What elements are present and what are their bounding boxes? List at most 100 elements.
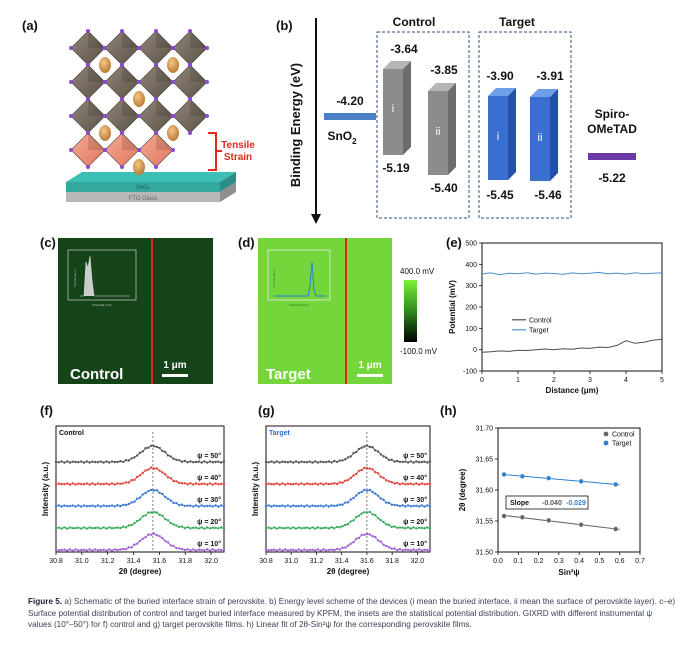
bar-target-ii-name: ii — [538, 132, 543, 144]
y-tick-label: 31.55 — [475, 519, 493, 526]
xrd-point — [281, 460, 284, 463]
xrd-point — [344, 479, 347, 482]
xrd-series — [54, 532, 226, 552]
xrd-point — [341, 525, 344, 528]
xrd-point — [186, 504, 189, 507]
xrd-point — [175, 502, 178, 505]
xrd-point — [409, 527, 413, 530]
xrd-point — [346, 523, 350, 526]
xrd-point — [66, 482, 69, 485]
target-group-label: Target — [499, 15, 535, 29]
xrd-point — [289, 527, 292, 530]
h-point — [546, 517, 552, 523]
xrd-point — [341, 503, 344, 506]
h-fit-line — [502, 473, 620, 486]
xrd-point — [281, 549, 284, 552]
xrd-point — [127, 481, 130, 484]
xrd-point — [57, 482, 60, 485]
xrd-point — [335, 460, 339, 464]
bar-target-i: i -3.90 -5.45 — [486, 69, 516, 202]
xrd-point — [80, 482, 83, 486]
xrd-point — [322, 526, 325, 530]
figure-caption: Figure 5. a) Schematic of the buried int… — [28, 596, 676, 631]
xrd-point — [275, 504, 279, 508]
sno2-value: -4.20 — [336, 94, 364, 108]
xrd-point — [300, 549, 303, 552]
xrd-point — [150, 533, 153, 536]
xrd-point — [141, 450, 144, 453]
xrd-point — [286, 549, 290, 552]
xrd-point — [105, 505, 108, 508]
xrd-point — [85, 505, 89, 508]
xrd-point — [344, 523, 347, 527]
xrd-point — [77, 526, 80, 529]
xrd-point — [297, 504, 300, 508]
xrd-point — [420, 482, 423, 485]
xrd-point — [169, 544, 172, 547]
xrd-point — [319, 504, 322, 507]
xrd-point — [327, 548, 331, 552]
xrd-point — [180, 525, 184, 528]
xrd-point — [289, 505, 292, 508]
xrd-point — [363, 466, 366, 470]
xrd-point — [294, 527, 298, 530]
xrd-point — [379, 540, 382, 543]
xrd-series-label: ψ = 50° — [403, 452, 427, 460]
xrd-point — [371, 535, 374, 538]
xrd-point — [74, 505, 77, 508]
xrd-point — [278, 526, 281, 529]
xrd-point — [127, 459, 130, 462]
xrd-point — [222, 527, 226, 530]
xrd-point — [71, 549, 75, 552]
e-xlabel: Distance (μm) — [546, 386, 599, 395]
xrd-point — [390, 503, 393, 506]
xrd-point — [108, 526, 111, 529]
xrd-series — [54, 466, 226, 486]
xrd-point — [319, 527, 322, 530]
tensile-label: Tensile — [221, 140, 255, 151]
xrd-point — [127, 502, 130, 506]
xrd-point — [133, 456, 136, 459]
slope-control: -0.040 — [542, 500, 562, 507]
xrd-point — [211, 526, 214, 529]
xrd-point — [305, 549, 309, 552]
h-fit-line — [501, 514, 620, 530]
xrd-point — [382, 543, 385, 546]
xrd-point — [305, 504, 309, 507]
octahedron — [137, 97, 175, 135]
xrd-point — [412, 526, 415, 529]
y-tick-label: 500 — [465, 241, 477, 248]
xrd-point — [423, 505, 426, 508]
xrd-point — [308, 505, 311, 508]
xrd-point — [393, 547, 396, 550]
xrd-point — [423, 527, 426, 530]
bar-target-ii-bottom: -5.46 — [534, 188, 562, 202]
xrd-point — [71, 482, 75, 485]
xrd-point — [175, 524, 178, 527]
xrd-point — [141, 537, 144, 540]
xrd-point — [404, 483, 407, 486]
xrd-point — [141, 471, 144, 475]
xrd-point — [85, 482, 89, 485]
xrd-point — [393, 482, 396, 485]
xrd-point — [278, 548, 281, 551]
spiro-value: -5.22 — [598, 171, 626, 185]
xrd-point — [138, 518, 142, 521]
target-group-box — [478, 31, 572, 219]
xrd-point — [387, 480, 391, 483]
xrd-point — [281, 527, 284, 530]
xrd-point — [398, 526, 402, 529]
xrd-point — [396, 504, 399, 507]
xrd-point — [360, 533, 363, 537]
xrd-point — [319, 549, 322, 552]
xrd-point — [178, 481, 181, 485]
xrd-point — [286, 461, 290, 464]
xrd-point — [68, 504, 72, 508]
xrd-point — [130, 523, 133, 527]
xrd-point — [192, 548, 195, 551]
xrd-point — [387, 546, 391, 549]
bar-target-ii: ii -3.91 -5.46 — [530, 69, 564, 202]
xrd-point — [264, 548, 268, 551]
xrd-point — [147, 533, 150, 536]
xrd-point — [398, 504, 402, 508]
